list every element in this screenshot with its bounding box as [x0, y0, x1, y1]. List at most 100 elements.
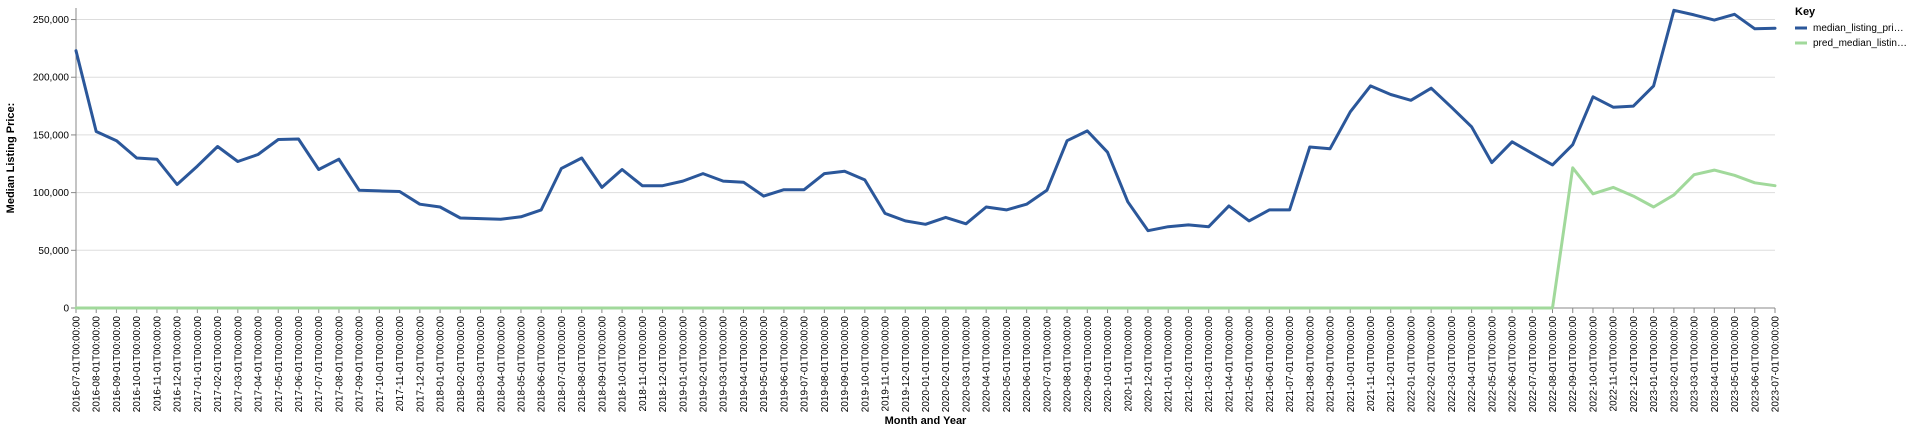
- x-tick-label: 2017-08-01T00:00:00: [334, 316, 345, 413]
- legend-label: median_listing_pri…: [1813, 23, 1904, 34]
- x-tick-label: 2019-10-01T00:00:00: [860, 316, 871, 413]
- x-tick-label: 2021-02-01T00:00:00: [1184, 316, 1195, 413]
- x-tick-label: 2018-10-01T00:00:00: [618, 316, 629, 413]
- x-tick-label: 2020-05-01T00:00:00: [1002, 316, 1013, 413]
- x-tick-label: 2019-03-01T00:00:00: [719, 316, 730, 413]
- x-tick-label: 2021-05-01T00:00:00: [1245, 316, 1256, 413]
- x-tick-label: 2022-02-01T00:00:00: [1427, 316, 1438, 413]
- x-tick-label: 2019-01-01T00:00:00: [678, 316, 689, 413]
- x-tick-label: 2017-01-01T00:00:00: [193, 316, 204, 413]
- y-tick-label: 200,000: [33, 73, 70, 84]
- x-tick-label: 2020-12-01T00:00:00: [1143, 316, 1154, 413]
- x-tick-label: 2016-08-01T00:00:00: [92, 316, 103, 413]
- x-tick-label: 2016-10-01T00:00:00: [132, 316, 143, 413]
- x-tick-label: 2018-01-01T00:00:00: [436, 316, 447, 413]
- y-axis-title: Median Listing Price:: [5, 103, 17, 214]
- y-tick-label: 150,000: [33, 130, 70, 141]
- x-tick-label: 2022-12-01T00:00:00: [1629, 316, 1640, 413]
- legend-title: Key: [1795, 6, 1816, 18]
- x-tick-label: 2020-04-01T00:00:00: [982, 316, 993, 413]
- x-tick-label: 2021-01-01T00:00:00: [1164, 316, 1175, 413]
- x-tick-label: 2023-04-01T00:00:00: [1710, 316, 1721, 413]
- x-tick-label: 2022-03-01T00:00:00: [1447, 316, 1458, 413]
- series-line: [74, 8, 1777, 233]
- x-tick-label: 2018-04-01T00:00:00: [496, 316, 507, 413]
- x-axis-title: Month and Year: [885, 415, 967, 427]
- x-tick-label: 2022-09-01T00:00:00: [1568, 316, 1579, 413]
- x-tick-label: 2020-01-01T00:00:00: [921, 316, 932, 413]
- x-tick-label: 2017-05-01T00:00:00: [274, 316, 285, 413]
- x-tick-label: 2018-05-01T00:00:00: [516, 316, 527, 413]
- x-tick-label: 2020-11-01T00:00:00: [1123, 316, 1134, 412]
- x-tick-label: 2017-03-01T00:00:00: [233, 316, 244, 413]
- x-tick-label: 2019-07-01T00:00:00: [800, 316, 811, 413]
- x-tick-label: 2019-02-01T00:00:00: [699, 316, 710, 413]
- x-tick-label: 2022-05-01T00:00:00: [1487, 316, 1498, 413]
- x-tick-label: 2022-11-01T00:00:00: [1609, 316, 1620, 412]
- x-tick-label: 2018-11-01T00:00:00: [638, 316, 649, 412]
- x-tick-label: 2018-07-01T00:00:00: [557, 316, 568, 413]
- x-tick-label: 2023-03-01T00:00:00: [1690, 316, 1701, 413]
- legend-label: pred_median_listin…: [1813, 38, 1907, 49]
- y-tick-label: 0: [63, 304, 69, 315]
- x-tick-label: 2021-03-01T00:00:00: [1204, 316, 1215, 413]
- x-tick-label: 2021-08-01T00:00:00: [1305, 316, 1316, 413]
- x-tick-label: 2019-09-01T00:00:00: [840, 316, 851, 413]
- y-tick-label: 50,000: [38, 246, 69, 257]
- x-tick-label: 2020-08-01T00:00:00: [1063, 316, 1074, 413]
- x-tick-label: 2021-06-01T00:00:00: [1265, 316, 1276, 413]
- x-tick-label: 2019-11-01T00:00:00: [881, 316, 892, 412]
- x-tick-label: 2023-06-01T00:00:00: [1750, 316, 1761, 413]
- x-tick-label: 2020-09-01T00:00:00: [1083, 316, 1094, 413]
- x-tick-label: 2021-09-01T00:00:00: [1326, 316, 1337, 413]
- x-tick-label: 2023-02-01T00:00:00: [1669, 316, 1680, 413]
- x-tick-label: 2017-10-01T00:00:00: [375, 316, 386, 413]
- x-tick-label: 2016-07-01T00:00:00: [72, 316, 83, 413]
- x-tick-label: 2016-12-01T00:00:00: [173, 316, 184, 413]
- x-tick-label: 2018-08-01T00:00:00: [577, 316, 588, 413]
- x-tick-label: 2019-06-01T00:00:00: [779, 316, 790, 413]
- x-tick-label: 2022-08-01T00:00:00: [1548, 316, 1559, 413]
- x-tick-label: 2016-11-01T00:00:00: [152, 316, 163, 412]
- x-tick-label: 2021-12-01T00:00:00: [1386, 316, 1397, 413]
- legend: Key median_listing_pri… pred_median_listi…: [1795, 6, 1907, 49]
- x-tick-label: 2023-01-01T00:00:00: [1649, 316, 1660, 413]
- x-tick-label: 2016-09-01T00:00:00: [112, 316, 123, 413]
- x-tick-label: 2021-11-01T00:00:00: [1366, 316, 1377, 412]
- x-tick-label: 2022-01-01T00:00:00: [1406, 316, 1417, 413]
- x-tick-label: 2022-07-01T00:00:00: [1528, 316, 1539, 413]
- x-tick-label: 2018-12-01T00:00:00: [658, 316, 669, 413]
- y-tick-label: 250,000: [33, 15, 70, 26]
- x-tick-label: 2017-11-01T00:00:00: [395, 316, 406, 412]
- x-tick-label: 2021-10-01T00:00:00: [1346, 316, 1357, 413]
- x-tick-label: 2018-03-01T00:00:00: [476, 316, 487, 413]
- x-tick-label: 2017-09-01T00:00:00: [355, 316, 366, 413]
- x-tick-label: 2020-03-01T00:00:00: [961, 316, 972, 413]
- x-tick-label: 2022-06-01T00:00:00: [1508, 316, 1519, 413]
- x-tick-label: 2023-07-01T00:00:00: [1771, 316, 1782, 413]
- x-tick-label: 2020-02-01T00:00:00: [941, 316, 952, 413]
- x-tick-label: 2022-04-01T00:00:00: [1467, 316, 1478, 413]
- x-tick-label: 2020-06-01T00:00:00: [1022, 316, 1033, 413]
- series-lines: [74, 8, 1777, 310]
- x-tick-label: 2021-04-01T00:00:00: [1224, 316, 1235, 413]
- x-tick-label: 2021-07-01T00:00:00: [1285, 316, 1296, 413]
- x-tick-label: 2017-02-01T00:00:00: [213, 316, 224, 413]
- x-tick-label: 2019-04-01T00:00:00: [739, 316, 750, 413]
- x-tick-label: 2018-09-01T00:00:00: [597, 316, 608, 413]
- x-tick-label: 2017-04-01T00:00:00: [254, 316, 265, 413]
- x-tick-label: 2018-06-01T00:00:00: [537, 316, 548, 413]
- x-tick-label: 2017-07-01T00:00:00: [314, 316, 325, 413]
- x-tick-label: 2020-07-01T00:00:00: [1042, 316, 1053, 413]
- series-line: [74, 166, 1777, 310]
- axes: 0 50,000 100,000 150,000 200,000 250,000 2016-…: [33, 8, 1782, 412]
- x-tick-label: 2018-02-01T00:00:00: [456, 316, 467, 413]
- y-tick-label: 100,000: [33, 188, 70, 199]
- x-tick-label: 2019-12-01T00:00:00: [901, 316, 912, 413]
- x-tick-label: 2023-05-01T00:00:00: [1730, 316, 1741, 413]
- x-tick-label: 2020-10-01T00:00:00: [1103, 316, 1114, 413]
- x-tick-label: 2019-08-01T00:00:00: [820, 316, 831, 413]
- x-tick-label: 2022-10-01T00:00:00: [1588, 316, 1599, 413]
- x-tick-label: 2017-06-01T00:00:00: [294, 316, 305, 413]
